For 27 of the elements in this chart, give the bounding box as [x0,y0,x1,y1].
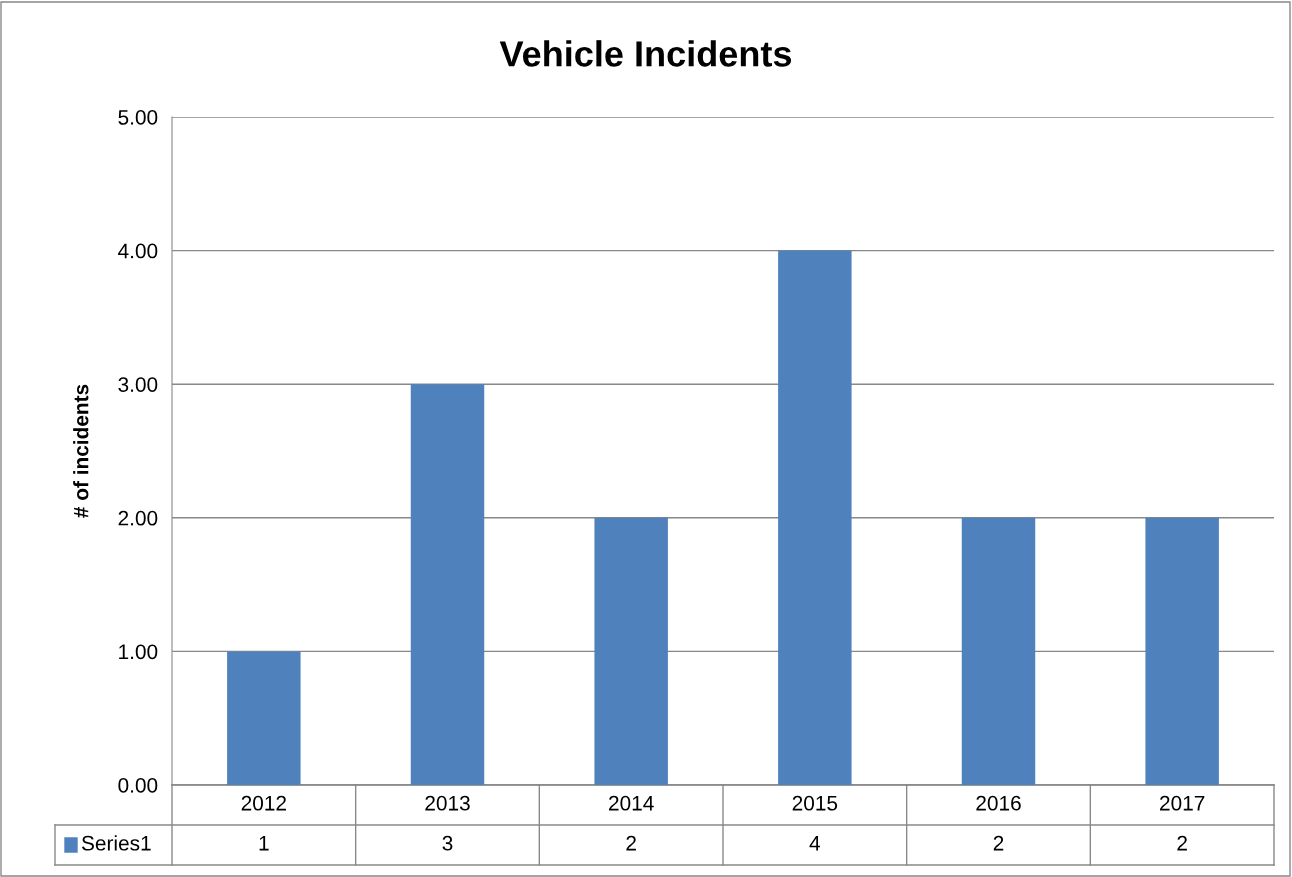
x-tick-label: 2017 [1160,795,1205,811]
bar [1145,517,1219,785]
y-axis-title: # of incidents [73,384,89,518]
data-label: 2 [1177,835,1187,851]
x-tick-label: 2014 [609,795,654,811]
data-label: 3 [442,835,453,851]
bar [594,517,668,785]
x-tick-label: 2013 [425,795,470,811]
y-tick-label: 0.00 [118,778,158,793]
y-tick-label: 3.00 [118,377,158,392]
data-label: 2 [626,835,636,851]
legend-label: Series1 [81,835,151,851]
data-label: 4 [809,836,821,851]
bar [410,384,485,785]
data-label: 2 [993,835,1004,851]
y-tick-label: 2.00 [118,510,158,526]
y-tick-label: 4.00 [118,243,158,259]
data-label: 1 [259,836,269,851]
x-tick-label: 2012 [241,795,286,811]
chart-title: Vehicle Incidents [499,40,792,67]
x-tick-label: 2016 [976,795,1021,811]
y-tick-label: 5.00 [118,110,158,125]
y-tick-label: 1.00 [119,644,158,660]
bar [227,651,301,785]
bar [778,250,852,785]
x-tick-label: 2015 [792,795,838,811]
bar [961,517,1036,785]
